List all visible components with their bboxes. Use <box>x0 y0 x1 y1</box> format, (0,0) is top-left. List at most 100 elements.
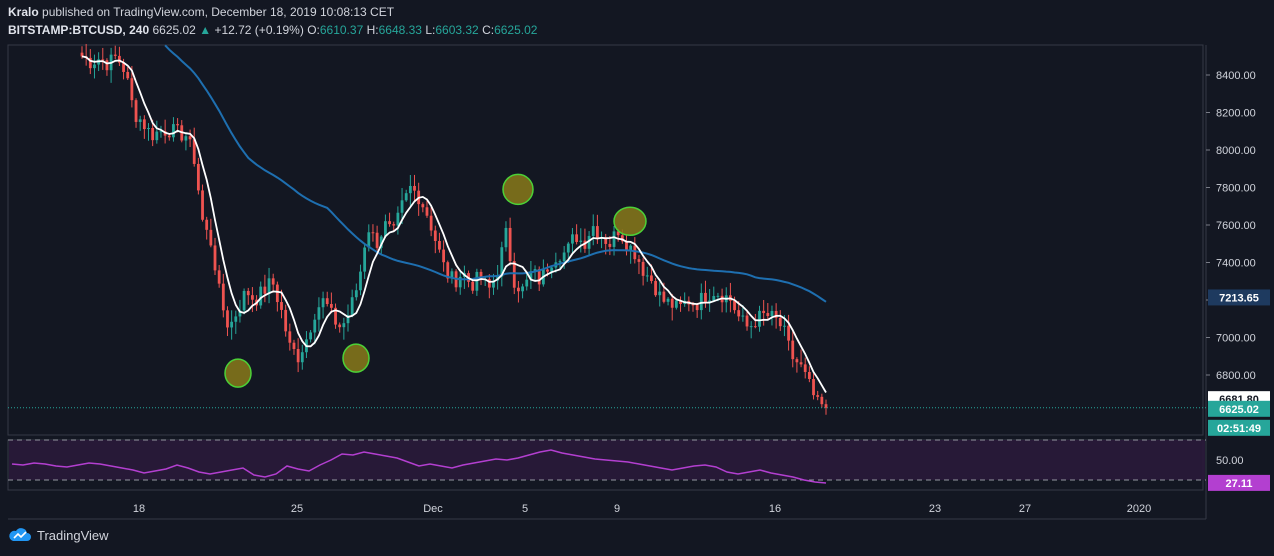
y-tick-label: 7400.00 <box>1216 258 1256 270</box>
candle-body <box>317 307 321 320</box>
candle-body <box>741 315 745 317</box>
chart-header: Kralo published on TradingView.com, Dece… <box>0 0 1274 44</box>
candle-body <box>712 296 716 301</box>
candle-body <box>533 269 537 272</box>
candle-body <box>155 131 159 141</box>
candle-body <box>500 247 504 277</box>
candle-body <box>612 231 616 247</box>
candle-body <box>662 291 666 302</box>
candle-body <box>408 185 412 194</box>
candle-body <box>816 395 820 397</box>
candle-body <box>263 286 267 294</box>
candle-body <box>392 224 396 226</box>
candle-body <box>242 290 246 311</box>
candle-body <box>167 135 171 138</box>
candle-body <box>429 215 433 231</box>
candle-body <box>438 240 441 250</box>
author-name[interactable]: Kralo <box>8 5 39 19</box>
candle-body <box>625 241 628 252</box>
candle-body <box>807 371 811 379</box>
candle-body <box>267 278 271 294</box>
candle-body <box>512 261 516 288</box>
candle-body <box>716 295 720 297</box>
candle-body <box>562 252 566 262</box>
candle-body <box>658 291 662 296</box>
tradingview-brand[interactable]: TradingView <box>8 527 109 543</box>
candle-body <box>113 54 117 56</box>
price-chart[interactable]: 8400.00 8200.00 8000.00 7800.00 7600.00 7400.… <box>0 0 1274 520</box>
candle-body <box>271 278 275 285</box>
candle-body <box>529 271 533 280</box>
candle-body <box>674 300 678 308</box>
candle-body <box>425 207 429 216</box>
candle-body <box>475 271 479 291</box>
symbol-ohlc-line: BITSTAMP:BTCUSD, 240 6625.02 ▲ +12.72 (+… <box>8 23 537 37</box>
candle-body <box>749 326 753 328</box>
high-value: 6648.33 <box>378 23 422 37</box>
candle-body <box>288 331 292 343</box>
candle-body <box>350 297 354 316</box>
candle-body <box>130 78 134 101</box>
x-tick-label: 27 <box>1019 503 1031 515</box>
candle-body <box>329 304 333 308</box>
candle-body <box>591 226 595 236</box>
candle-body <box>321 298 325 308</box>
candle-body <box>284 309 288 332</box>
candle-body <box>205 219 209 230</box>
candle-body <box>413 185 416 191</box>
candle-body <box>679 300 682 304</box>
candle-body <box>338 324 342 328</box>
y-tick-label: 8400.00 <box>1216 70 1256 82</box>
high-label: H: <box>366 23 379 37</box>
price-pane-border <box>7 44 1204 436</box>
candle-body <box>650 275 653 282</box>
candle-body <box>400 200 404 213</box>
fast-moving-average-line <box>81 55 827 393</box>
candle-body <box>172 124 175 138</box>
candle-body <box>791 340 795 360</box>
y-tick-label: 7600.00 <box>1216 220 1256 232</box>
last-price: 6625.02 <box>152 23 196 37</box>
candle-body <box>354 290 358 298</box>
candle-body <box>346 315 350 324</box>
candle-body <box>342 323 346 328</box>
x-tick-label: 25 <box>291 503 303 515</box>
close-value: 6625.02 <box>494 23 538 37</box>
candle-body <box>517 287 520 292</box>
x-tick-label: 16 <box>769 503 781 515</box>
open-label: O: <box>307 23 320 37</box>
x-tick-label: 5 <box>522 503 528 515</box>
rsi-y-tick-label: 50.00 <box>1216 455 1244 467</box>
rsi-last-label: 27.11 <box>1226 478 1253 490</box>
highlight-circle <box>502 173 534 206</box>
candle-body <box>550 267 554 272</box>
candle-body <box>309 332 313 340</box>
candle-body <box>604 237 608 244</box>
rsi-last-label-bg <box>1208 474 1270 491</box>
candle-body <box>246 290 250 296</box>
candle-body <box>334 307 337 325</box>
candle-body <box>176 124 179 126</box>
candle-body <box>758 310 761 327</box>
candle-body <box>745 315 749 327</box>
x-tick-label: 18 <box>133 503 145 515</box>
brand-name: TradingView <box>37 527 109 543</box>
symbol-label[interactable]: BITSTAMP:BTCUSD, 240 <box>8 23 150 37</box>
low-label: L: <box>425 23 436 37</box>
last-price-label: 6625.02 <box>1219 404 1259 416</box>
candle-body <box>188 136 192 140</box>
candle-body <box>458 276 462 288</box>
price-change: +12.72 (+0.19%) <box>214 23 304 37</box>
candle-body <box>704 292 707 303</box>
candle-body <box>637 259 641 262</box>
x-tick-label: Dec <box>423 503 443 515</box>
candle-body <box>184 136 188 141</box>
candle-body <box>192 139 196 164</box>
candle-body <box>371 232 375 234</box>
candle-body <box>508 227 512 262</box>
candle-body <box>404 193 408 201</box>
bar-countdown-label: 02:51:49 <box>1217 423 1261 435</box>
candle-body <box>824 404 828 408</box>
candle-body <box>641 261 645 276</box>
candle-body <box>695 304 699 311</box>
